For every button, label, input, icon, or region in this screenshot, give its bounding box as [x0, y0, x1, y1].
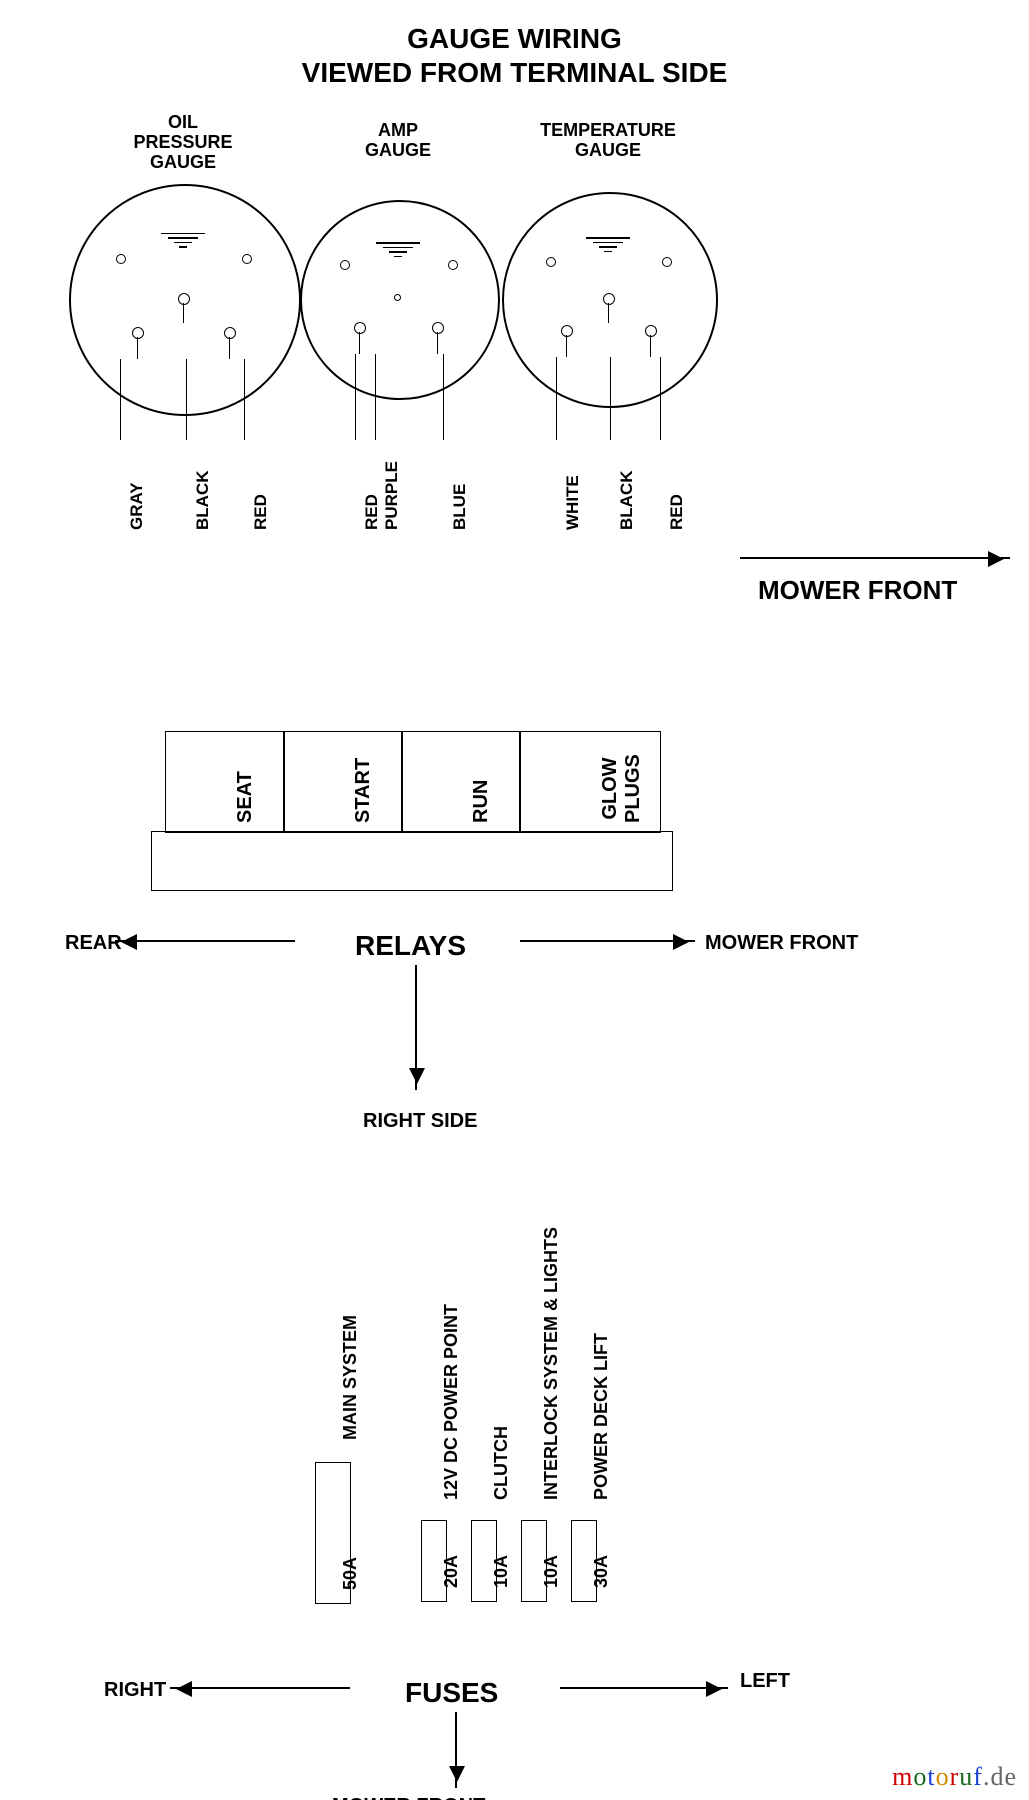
gauge-terminal — [224, 327, 236, 339]
front-label: MOWER FRONT — [705, 932, 858, 955]
relay-base — [151, 831, 673, 891]
gauge-terminal — [178, 293, 190, 305]
fuse-amp: 10A — [541, 1555, 562, 1588]
gauge-label: TEMPERATURE GAUGE — [488, 121, 728, 161]
relay-label: RUN — [470, 780, 493, 823]
fuse-amp: 10A — [491, 1555, 512, 1588]
left-label: LEFT — [740, 1670, 790, 1693]
fuse-label: 12V DC POWER POINT — [441, 1304, 462, 1500]
relays-title: RELAYS — [355, 930, 466, 962]
gauge-stub — [229, 337, 230, 359]
wire-label: RED — [362, 494, 382, 530]
wire — [610, 357, 611, 440]
ground-icon — [376, 239, 420, 257]
watermark: motoruf.de — [892, 1762, 1017, 1792]
gauge-stub — [437, 332, 438, 354]
relay-label: SEAT — [234, 771, 257, 823]
relay-label: GLOW PLUGS — [599, 754, 645, 823]
arrow-right-side — [415, 965, 417, 1090]
fuse-label: POWER DECK LIFT — [591, 1333, 612, 1500]
arrow-rear — [115, 940, 295, 942]
wire-label: PURPLE — [382, 461, 402, 530]
fuse-amp: 30A — [591, 1555, 612, 1588]
fuses-title: FUSES — [405, 1677, 498, 1709]
wire — [120, 359, 121, 440]
wire-label: RED — [251, 494, 271, 530]
wire — [556, 357, 557, 440]
right-side-label: RIGHT SIDE — [363, 1110, 477, 1133]
wire-label: BLUE — [450, 484, 470, 530]
gauge-hole — [340, 260, 350, 270]
gauge-stub — [608, 303, 609, 323]
ground-icon — [586, 234, 630, 252]
relay-cell — [401, 731, 521, 833]
gauge-label: AMP GAUGE — [278, 121, 518, 161]
gauge-label: OIL PRESSURE GAUGE — [63, 113, 303, 172]
gauge-body — [300, 200, 500, 400]
arrow-left — [560, 1687, 728, 1689]
fuse-label: INTERLOCK SYSTEM & LIGHTS — [541, 1227, 562, 1500]
gauge-hole — [242, 254, 252, 264]
relay-cell — [283, 731, 403, 833]
gauge-stub — [650, 335, 651, 357]
wire-label: RED — [667, 494, 687, 530]
gauge-stub — [183, 303, 184, 323]
diagram-title: GAUGE WIRING VIEWED FROM TERMINAL SIDE — [0, 22, 1029, 89]
mower-front-label: MOWER FRONT — [758, 575, 957, 606]
wire-label: BLACK — [617, 471, 637, 531]
wire — [443, 354, 444, 440]
wire-label: WHITE — [563, 475, 583, 530]
relay-label: START — [352, 758, 375, 823]
gauge-hole — [546, 257, 556, 267]
gauge-terminal — [561, 325, 573, 337]
wire — [355, 354, 356, 440]
arrow-mower-front-fuses — [455, 1712, 457, 1788]
wire — [660, 357, 661, 440]
fuse-label: MAIN SYSTEM — [340, 1315, 361, 1440]
wire-label: BLACK — [193, 471, 213, 531]
arrow-front — [520, 940, 695, 942]
rear-label: REAR — [65, 932, 122, 955]
wire — [375, 354, 376, 440]
arrow-right — [170, 1687, 350, 1689]
gauge-stub — [359, 332, 360, 354]
fuse-amp: 20A — [441, 1555, 462, 1588]
relay-cell — [165, 731, 285, 833]
wire — [186, 359, 187, 440]
gauge-terminal — [603, 293, 615, 305]
gauge-stub — [137, 337, 138, 359]
ground-icon — [161, 230, 205, 248]
gauge-stub — [566, 335, 567, 357]
fuse-amp: 50A — [340, 1557, 361, 1590]
mower-front-fuses-label: MOWER FRONT — [332, 1795, 485, 1800]
right-label: RIGHT — [104, 1679, 166, 1702]
wire — [244, 359, 245, 440]
gauge-center-dot — [394, 294, 401, 301]
gauge-hole — [448, 260, 458, 270]
arrow-mower-front — [740, 557, 1010, 559]
fuse-label: CLUTCH — [491, 1426, 512, 1500]
wire-label: GRAY — [127, 482, 147, 530]
